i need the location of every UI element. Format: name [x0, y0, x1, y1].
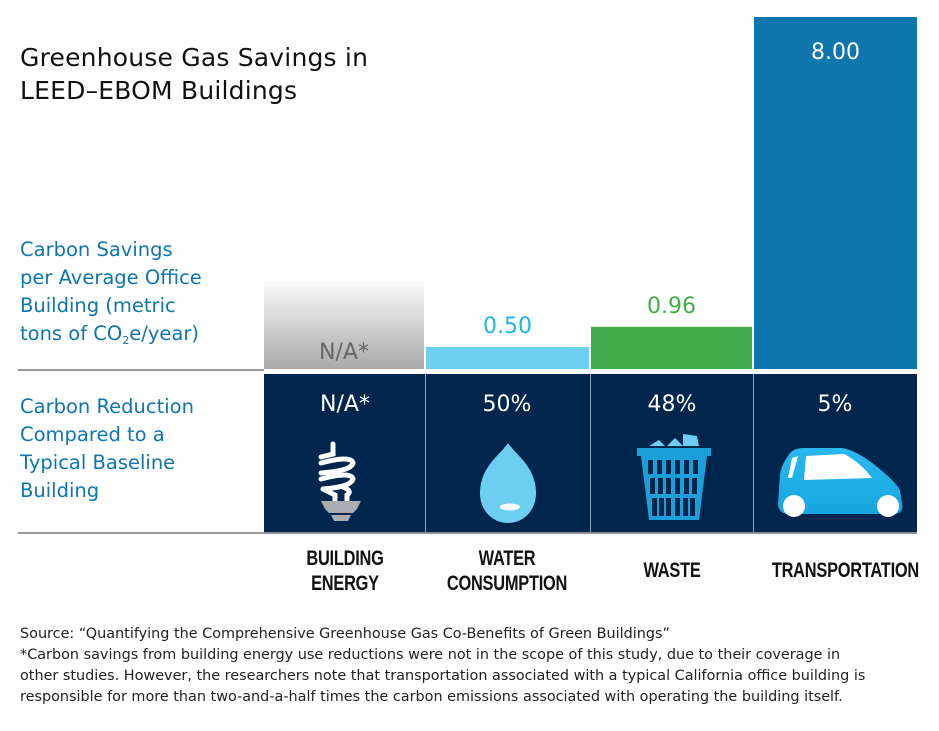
bar-water-consumption: [426, 347, 589, 369]
savings-row-label: Carbon Savings per Average Office Buildi…: [20, 236, 202, 348]
footnote-line: other studies. However, the researchers …: [20, 668, 866, 684]
bar-transportation: [754, 17, 917, 369]
bar-chart: N/A* 0.50 0.96 8.00: [264, 17, 917, 369]
reduction-label-line: Compared to a: [20, 423, 165, 446]
source-citation: Source: “Quantifying the Comprehensive G…: [20, 626, 670, 642]
divider-top: [18, 369, 264, 371]
trash-basket-icon: [637, 434, 711, 520]
savings-label-line: Carbon Savings: [20, 238, 173, 261]
panel-divider: [425, 374, 426, 532]
chart-title-line-1: Greenhouse Gas Savings in: [20, 43, 369, 72]
water-drop-icon: [480, 443, 536, 523]
category-label-line: BUILDING: [306, 547, 384, 570]
category-label-water: WATER CONSUMPTION: [444, 546, 570, 596]
category-label-line: WASTE: [643, 559, 701, 582]
reduction-value-transportation: 5%: [817, 392, 853, 417]
panel-divider: [590, 374, 591, 532]
reduction-value-water: 50%: [482, 392, 532, 417]
category-label-waste: WASTE: [609, 558, 735, 583]
chart-title: Greenhouse Gas Savings in LEED–EBOM Buil…: [20, 41, 368, 107]
category-label-line: TRANSPORTATION: [771, 559, 919, 582]
footnote-line: responsible for more than two-and-a-half…: [20, 689, 843, 705]
category-label-building-energy: BUILDING ENERGY: [282, 546, 408, 596]
reduction-value-waste: 48%: [647, 392, 697, 417]
reduction-label-line: Typical Baseline: [20, 451, 176, 474]
category-label-line: CONSUMPTION: [446, 572, 568, 595]
category-label-line: ENERGY: [311, 572, 379, 595]
reduction-label-line: Building: [20, 479, 100, 502]
reduction-row-label: Carbon Reduction Compared to a Typical B…: [20, 393, 194, 505]
panel-divider: [753, 374, 754, 532]
reduction-label-line: Carbon Reduction: [20, 395, 194, 418]
data-label-transportation: 8.00: [811, 40, 860, 65]
bar-waste: [591, 326, 752, 369]
category-label-line: WATER: [478, 547, 536, 570]
bar-building-energy: [264, 281, 424, 369]
data-label-waste: 0.96: [647, 294, 696, 319]
savings-label-line: tons of CO2e/year): [20, 320, 202, 348]
footer-notes: Source: “Quantifying the Comprehensive G…: [20, 624, 935, 708]
data-label-water-consumption: 0.50: [483, 314, 532, 339]
savings-label-line: Building (metric: [20, 294, 176, 317]
reduction-value-building-energy: N/A*: [320, 392, 370, 417]
savings-label-text: e/year): [129, 322, 199, 345]
car-icon: [778, 448, 903, 517]
chart-title-line-2: LEED–EBOM Buildings: [20, 76, 298, 105]
footnote-line: *Carbon savings from building energy use…: [20, 647, 841, 663]
category-label-transportation: TRANSPORTATION: [771, 558, 919, 583]
cfl-bulb-icon: [318, 441, 361, 521]
data-label-building-energy: N/A*: [319, 340, 369, 365]
subscript-2: 2: [122, 334, 130, 347]
divider-bottom: [18, 532, 264, 534]
savings-label-line: per Average Office: [20, 266, 202, 289]
savings-label-text: tons of CO: [20, 322, 123, 345]
